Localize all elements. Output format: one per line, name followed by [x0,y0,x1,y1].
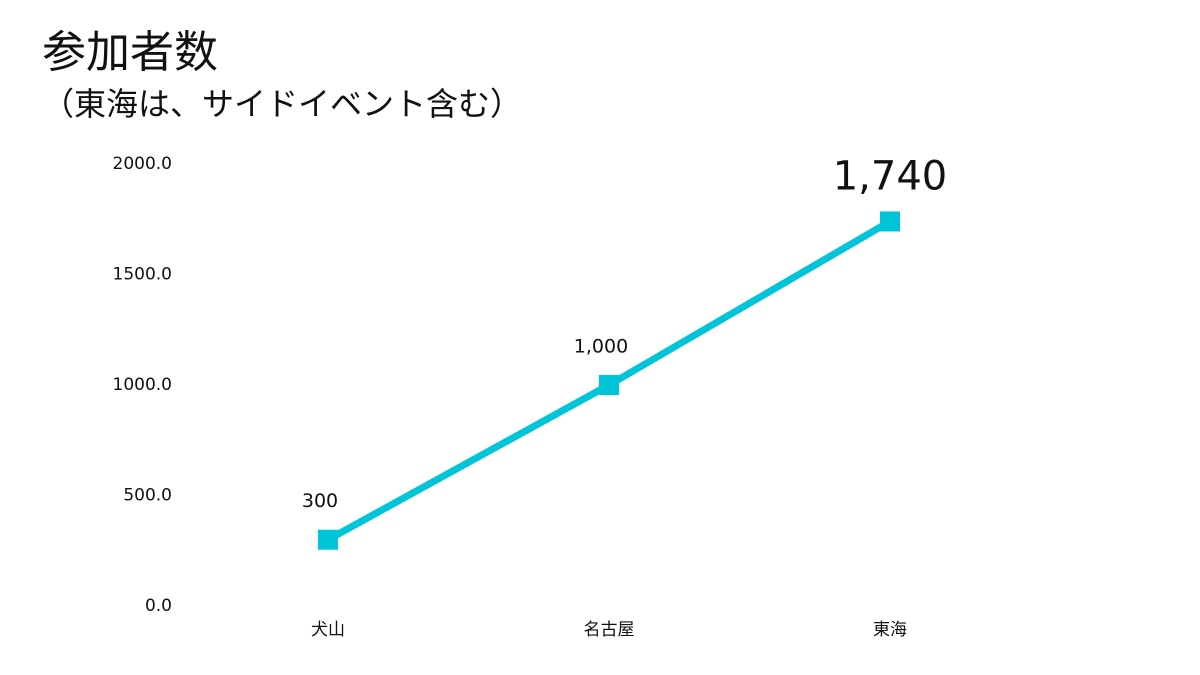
data-label: 1,000 [574,336,628,358]
marker [599,375,619,395]
marker [318,529,338,550]
y-tick-label: 2000.0 [113,154,172,174]
y-tick-label: 0.0 [145,596,172,616]
y-tick-label: 500.0 [123,486,172,506]
x-tick-label: 東海 [873,620,907,640]
x-tick-label: 名古屋 [584,620,635,640]
data-label: 300 [302,490,338,512]
x-tick-label: 犬山 [311,620,345,640]
data-label: 1,740 [833,153,948,199]
y-tick-label: 1000.0 [113,375,172,395]
chart-subtitle: （東海は、サイドイベント含む） [42,85,522,123]
marker [880,211,900,232]
y-tick-label: 1500.0 [113,265,172,285]
chart-title: 参加者数 [42,27,218,78]
